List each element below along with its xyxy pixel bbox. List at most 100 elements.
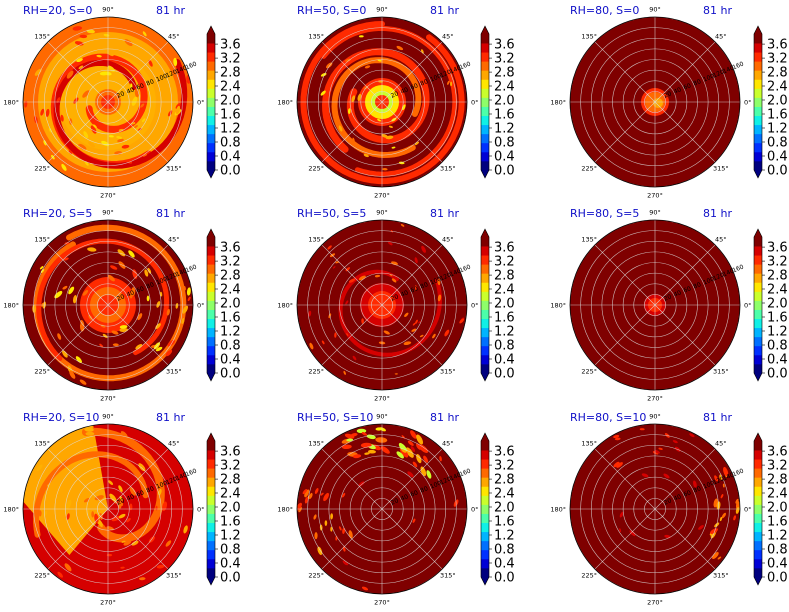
colorbar-extend-bottom [754,170,762,178]
field-patch [432,333,436,339]
grid-spoke [47,244,109,306]
colorbar-tick-label: 0.4 [220,557,241,572]
colorbar-tick-label: 0.8 [220,136,241,151]
colorbar-extend-top [207,26,215,34]
colorbar-segment [754,133,762,144]
field-patch [68,150,73,155]
field-patch [352,355,357,361]
colorbar-tick-label: 0.8 [767,543,788,558]
angle-tick-label: 45° [168,236,180,244]
colorbar-segment [481,309,489,319]
angle-tick-label: 225° [34,367,50,375]
colorbar-tick-label: 0.4 [494,557,515,572]
field-patch [377,59,382,62]
grid-spoke [654,101,716,163]
field-patch [119,495,123,502]
field-patch [130,83,133,89]
field-patch [34,115,38,124]
field-patch [38,510,42,517]
field-patch [345,267,351,272]
field-patch [346,333,349,336]
grid-spoke [654,41,716,103]
polar-grid [569,219,741,391]
colorbar-tick-label: 0.4 [767,150,788,165]
radial-tick-label: 80 [419,485,429,494]
colorbar-segment [481,363,489,374]
colorbar-tick-label: 0.4 [494,353,515,368]
angle-tick-label: 135° [581,236,597,244]
radial-tick-label: 140 [449,64,462,75]
field-patch [426,470,432,479]
colorbar-tick-label: 2.0 [767,94,788,109]
field-patch [26,120,32,128]
colorbar-segment [481,70,489,80]
colorbar-tick-label: 2.4 [767,80,788,95]
field-patch [363,153,369,158]
panel-time-label: 81 hr [430,411,459,424]
colorbar-tick-label: 2.8 [767,66,788,81]
radial-tick-label: 140 [175,471,188,482]
field-patch [131,540,139,546]
colorbar-segment [754,43,762,53]
field-patch [142,118,146,123]
field-patch [54,290,63,299]
grid-spoke [594,508,656,570]
grid-spoke [654,244,716,306]
angle-tick-label: 0° [197,99,204,107]
radial-tick-label: 80 [692,281,702,290]
colorbar-segment [481,327,489,338]
angle-tick-label: 270° [647,395,663,403]
radial-tick-label: 20 [663,90,673,99]
field-patch [414,285,417,291]
radial-tick-label: 40 [126,86,136,95]
colorbar-segment [481,477,489,487]
field-patch [410,430,417,439]
field-patch [121,144,130,149]
field-patch [358,481,365,487]
colorbar-segment [481,354,489,365]
angle-tick-label: 135° [581,33,597,41]
colorbar-segment [481,531,489,542]
field-patch [165,349,173,357]
colorbar-tick-label: 0.0 [494,367,515,382]
field-band [322,48,430,153]
field-patch [138,577,146,581]
field-patch [383,330,390,335]
colorbar-tick-label: 0.0 [767,164,788,179]
colorbar-extend-top [207,433,215,441]
colorbar-tick-label: 2.4 [494,283,515,298]
field-patch [616,462,623,468]
panel-time-label: 81 hr [703,207,732,220]
grid-spoke [47,448,109,510]
colorbar-segment [481,459,489,469]
colorbar-segment [207,504,215,514]
angle-tick-label: 90° [376,6,388,14]
panel-title: RH=20, S=5 [23,207,92,220]
colorbar-segment [481,504,489,514]
colorbar-segment [207,558,215,569]
colorbar-extend-bottom [481,373,489,381]
field-patch [421,245,426,253]
field-patch [131,96,138,106]
field-patch [146,295,150,302]
angle-tick-label: 315° [166,164,182,172]
colorbar-segment [481,450,489,460]
field-patch [120,431,128,438]
colorbar-segment [207,264,215,274]
grid-spoke [321,448,383,510]
colorbar-segment [754,522,762,533]
colorbar-tick-label: 1.6 [494,311,515,326]
field-patch [156,564,165,569]
field-patch [88,141,95,148]
colorbar-segment [754,336,762,347]
colorbar-extend-top [481,433,489,441]
field-patch [46,337,49,343]
field-patch [613,434,620,439]
angle-tick-label: 225° [581,571,597,579]
angle-tick-label: 180° [3,506,19,514]
colorbar-segment [207,513,215,523]
radial-tick-label: 100 [155,480,168,491]
field-patch [302,489,308,495]
field-patch [374,274,381,278]
field-patch [107,274,115,282]
